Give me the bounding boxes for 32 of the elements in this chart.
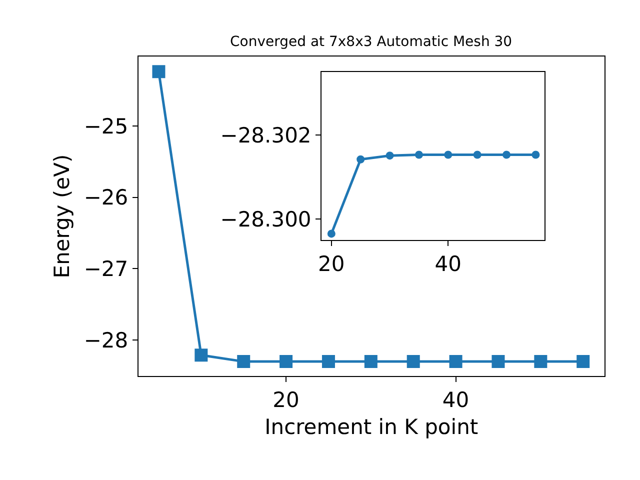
- point: [532, 150, 540, 159]
- y-tick-label: −25: [84, 114, 128, 138]
- point: [322, 355, 335, 368]
- point: [492, 355, 505, 368]
- x-tick-label: 20: [272, 388, 300, 412]
- point: [237, 355, 250, 368]
- point: [386, 152, 394, 160]
- chart-title: Converged at 7x8x3 Automatic Mesh 30: [230, 34, 512, 50]
- point: [406, 355, 420, 368]
- point: [473, 150, 482, 159]
- x-axis-title: Increment in K point: [264, 415, 478, 440]
- point: [327, 230, 336, 238]
- y-tick-label: −28.300: [220, 207, 312, 232]
- y-tick-label: −26: [84, 186, 128, 210]
- point: [194, 348, 208, 362]
- y-tick-label: −28: [84, 328, 128, 352]
- point: [364, 355, 378, 368]
- x-tick-label: 20: [318, 252, 345, 276]
- point: [152, 65, 166, 78]
- point: [356, 155, 365, 164]
- y-tick-label: −28.302: [220, 123, 312, 148]
- y-axis-title: Energy (eV): [50, 154, 74, 278]
- y-tick-label: −27: [84, 257, 128, 282]
- x-tick-label: 40: [442, 388, 470, 412]
- point: [576, 355, 590, 368]
- point: [502, 150, 511, 159]
- point: [449, 355, 462, 368]
- x-tick-label: 40: [434, 252, 462, 276]
- point: [444, 150, 452, 159]
- point: [414, 150, 423, 159]
- point: [280, 355, 293, 368]
- point: [534, 355, 548, 368]
